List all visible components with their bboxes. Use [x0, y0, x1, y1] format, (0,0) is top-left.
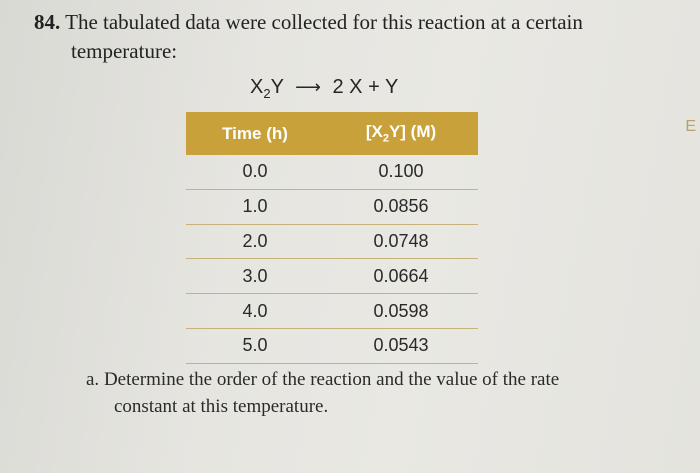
data-table: Time (h) [X2Y] (M) 0.0 0.100 1.0 0.0856 …: [186, 112, 478, 364]
cell-time: 1.0: [242, 196, 268, 217]
table-row: 5.0 0.0543: [186, 329, 478, 364]
table-row: 2.0 0.0748: [186, 225, 478, 260]
header-time: Time (h): [222, 123, 288, 143]
problem-text-line2: temperature:: [71, 39, 178, 63]
table-row: 4.0 0.0598: [186, 294, 478, 329]
cell-concentration: 0.0856: [373, 196, 429, 217]
reactant: X: [250, 76, 264, 98]
cell-time: 3.0: [242, 265, 268, 286]
reactant-tail: Y: [270, 76, 284, 98]
cell-time: 2.0: [242, 230, 268, 251]
cell-time: 0.0: [242, 161, 268, 182]
cell-concentration: 0.0543: [373, 335, 429, 356]
cell-concentration: 0.0598: [373, 300, 429, 321]
table-row: 1.0 0.0856: [186, 190, 478, 225]
cell-time: 5.0: [242, 335, 268, 356]
table-header: Time (h) [X2Y] (M): [186, 112, 478, 155]
reaction-arrow-icon: ⟶: [295, 77, 321, 97]
cell-concentration: 0.0664: [373, 265, 429, 286]
problem-text-line1: The tabulated data were collected for th…: [65, 10, 583, 34]
part-a-question: a. Determine the order of the reaction a…: [86, 366, 666, 420]
cell-concentration: 0.100: [378, 161, 424, 182]
table-row: 0.0 0.100: [186, 155, 478, 190]
cell-concentration: 0.0748: [373, 230, 429, 251]
table-row: 3.0 0.0664: [186, 259, 478, 295]
reaction-equation: X2Y ⟶ 2 X + Y: [250, 76, 398, 101]
problem-statement: 84. The tabulated data were collected fo…: [34, 8, 674, 66]
cropped-edge-glyph: E: [685, 118, 696, 135]
part-a-line1: Determine the order of the reaction and …: [103, 369, 560, 390]
reactant-subscript: 2: [263, 86, 271, 101]
products: 2 X + Y: [332, 76, 399, 98]
header-concentration: [X2Y] (M): [365, 122, 437, 145]
part-a-label: a.: [86, 369, 100, 390]
cell-time: 4.0: [242, 300, 268, 321]
part-a-line2: constant at this temperature.: [114, 396, 329, 417]
problem-number: 84.: [34, 10, 61, 34]
